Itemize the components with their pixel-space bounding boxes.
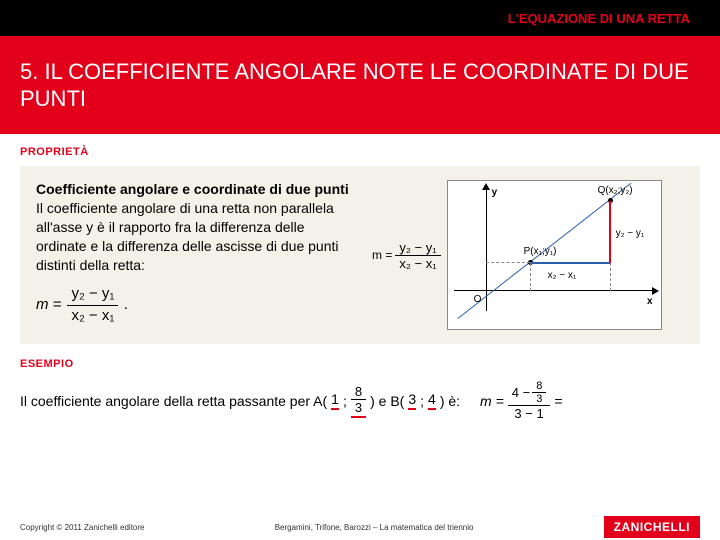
breadcrumb: L'EQUAZIONE DI UNA RETTA xyxy=(508,11,690,26)
label-dy: y₂ − y₁ xyxy=(616,228,645,239)
slide-title: 5. IL COEFFICIENTE ANGOLARE NOTE LE COOR… xyxy=(20,58,700,113)
esempio-mid: ) e B( xyxy=(370,393,404,409)
label-x: x xyxy=(647,296,653,307)
res-inner-frac: 8 3 xyxy=(532,380,546,405)
dash-v2 xyxy=(610,263,611,291)
sep1: ; xyxy=(343,393,347,409)
proprieta-bold-title: Coefficiente angolare e coordinate di du… xyxy=(36,181,349,197)
sep2: ; xyxy=(420,393,424,409)
fig-m-den: x₂ − x₁ xyxy=(395,256,440,271)
res-lhs: m = xyxy=(480,393,504,409)
footer-authors: Bergamini, Trifone, Barozzi – La matemat… xyxy=(275,523,474,532)
figure-formula: m = y₂ − y₁ x₂ − x₁ xyxy=(372,240,441,271)
res-fraction: 4 − 8 3 3 − 1 xyxy=(508,380,551,421)
res-num-top: 4 − xyxy=(512,385,530,400)
segment-dx xyxy=(530,262,610,264)
formula-fraction: y₂ − y₁ x₂ − x₁ xyxy=(67,284,118,326)
header-black-bar: L'EQUAZIONE DI UNA RETTA xyxy=(0,0,720,36)
b-x: 3 xyxy=(408,391,416,410)
label-p: P(x₁;y₁) xyxy=(524,246,557,257)
esempio-row: Il coefficiente angolare della retta pas… xyxy=(20,380,700,421)
proprieta-body: Il coefficiente angolare di una retta no… xyxy=(36,200,339,273)
a-y-num: 8 xyxy=(351,384,366,400)
proprieta-text: Coefficiente angolare e coordinate di du… xyxy=(36,180,356,326)
arrow-y-icon xyxy=(482,183,490,190)
label-q: Q(x₂;y₂) xyxy=(598,185,633,196)
formula-num: y₂ − y₁ xyxy=(67,284,118,305)
esempio-label: ESEMPIO xyxy=(20,358,700,370)
label-y: y xyxy=(492,187,498,198)
footer-copyright: Copyright © 2011 Zanichelli editore xyxy=(20,523,144,532)
res-eq: = xyxy=(554,393,562,409)
a-y-den: 3 xyxy=(351,400,366,415)
content-area: PROPRIETÀ Coefficiente angolare e coordi… xyxy=(0,134,720,421)
graph: O y x P(x₁;y₁) Q(x₂;y₂) x₂ − x₁ y₂ − y₁ xyxy=(447,180,662,330)
fig-fraction: y₂ − y₁ x₂ − x₁ xyxy=(395,240,440,271)
dash-v1 xyxy=(530,263,531,291)
res-num: 4 − 8 3 xyxy=(508,380,551,406)
footer: Copyright © 2011 Zanichelli editore Berg… xyxy=(0,514,720,540)
axis-x xyxy=(454,290,655,291)
esempio-suffix: ) è: xyxy=(440,393,460,409)
formula-lhs: m = xyxy=(36,295,61,315)
proprieta-figure: m = y₂ − y₁ x₂ − x₁ O y xyxy=(372,180,684,330)
res-den: 3 − 1 xyxy=(508,406,551,421)
a-x: 1 xyxy=(331,391,339,410)
axis-y xyxy=(486,187,487,311)
a-y-frac: 8 3 xyxy=(351,384,366,418)
proprieta-label: PROPRIETÀ xyxy=(20,146,700,158)
res-inner-num: 8 xyxy=(532,380,546,393)
res-inner-den: 3 xyxy=(532,393,546,405)
dash-h xyxy=(486,262,530,263)
main-formula: m = y₂ − y₁ x₂ − x₁ . xyxy=(36,284,356,326)
label-origin: O xyxy=(474,294,482,305)
label-dx: x₂ − x₁ xyxy=(548,270,577,281)
segment-dy xyxy=(609,201,611,263)
fig-m-eq: m = xyxy=(372,248,392,262)
formula-den: x₂ − x₁ xyxy=(67,306,118,326)
proprieta-box: Coefficiente angolare e coordinate di du… xyxy=(20,166,700,344)
arrow-x-icon xyxy=(652,287,659,295)
fig-m-num: y₂ − y₁ xyxy=(395,240,440,256)
esempio-prefix: Il coefficiente angolare della retta pas… xyxy=(20,393,327,409)
b-y: 4 xyxy=(428,391,436,410)
publisher-logo: ZANICHELLI xyxy=(604,516,700,538)
title-band: 5. IL COEFFICIENTE ANGOLARE NOTE LE COOR… xyxy=(0,36,720,134)
formula-dot: . xyxy=(124,295,128,315)
